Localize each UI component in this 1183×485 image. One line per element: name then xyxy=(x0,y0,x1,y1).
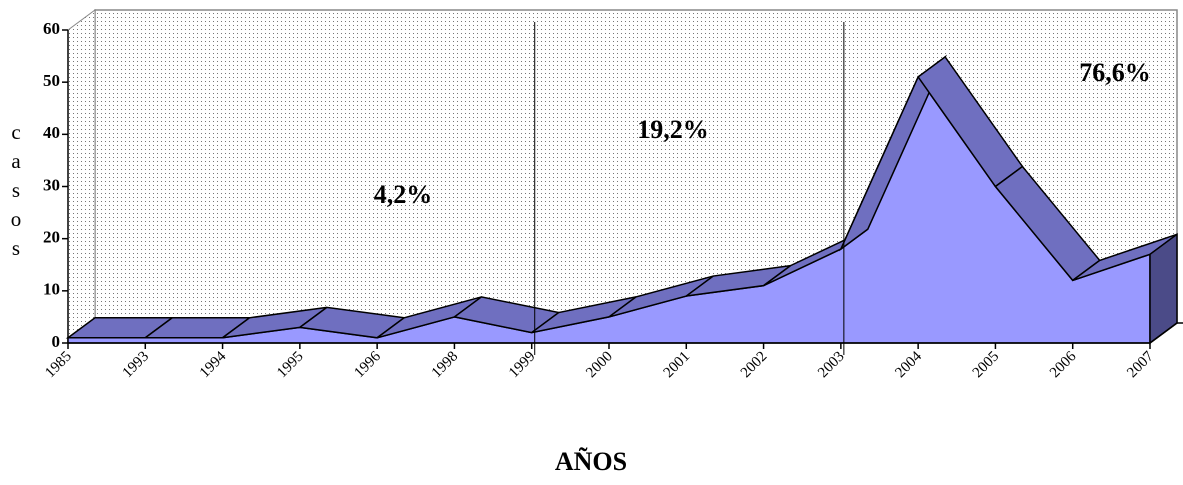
annotation: 4,2% xyxy=(374,180,433,209)
x-tick-label: 1999 xyxy=(506,349,539,382)
x-tick-label: 2001 xyxy=(661,349,694,382)
x-tick-label: 1985 xyxy=(42,349,75,382)
side-wall xyxy=(67,9,96,344)
x-tick-label: 2007 xyxy=(1124,348,1157,381)
y-tick-label: 40 xyxy=(43,123,60,142)
x-tick-label: 1998 xyxy=(429,349,462,382)
y-tick-label: 0 xyxy=(52,332,61,351)
x-tick-label: 2006 xyxy=(1047,348,1080,381)
y-tick-label: 20 xyxy=(43,228,60,247)
x-tick-label: 2003 xyxy=(815,349,848,382)
x-tick-label: 2005 xyxy=(970,349,1003,382)
y-axis-label: casos xyxy=(4,120,28,265)
x-tick-label: 1996 xyxy=(351,348,384,381)
y-tick-label: 10 xyxy=(43,280,60,299)
y-tick-label: 50 xyxy=(43,71,60,90)
annotation: 19,2% xyxy=(637,115,709,144)
y-tick-label: 30 xyxy=(43,175,60,194)
x-tick-label: 2004 xyxy=(892,348,925,381)
annotation: 76,6% xyxy=(1079,58,1151,87)
floor-edge xyxy=(1149,322,1178,344)
x-axis-label: AÑOS xyxy=(555,447,627,476)
x-tick-label: 2002 xyxy=(738,349,771,382)
x-tick-label: 1995 xyxy=(274,349,307,382)
x-tick-label: 1993 xyxy=(120,349,153,382)
x-tick-label: 2000 xyxy=(583,349,616,382)
y-tick-label: 60 xyxy=(43,19,60,38)
x-tick-label: 1994 xyxy=(197,348,230,381)
